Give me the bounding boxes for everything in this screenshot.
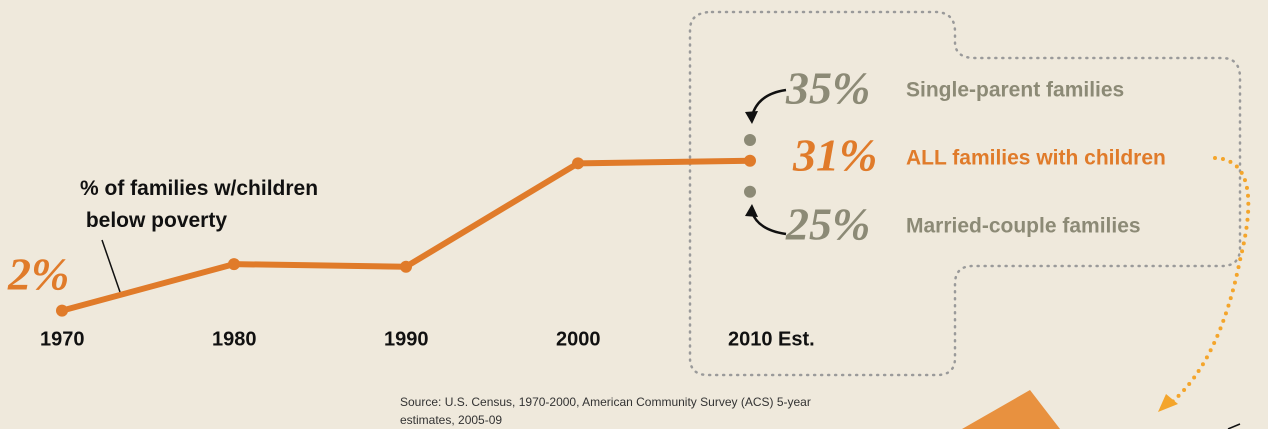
x-tick-label: 1970: [40, 328, 85, 350]
dotted-arrow-head: [1158, 394, 1178, 412]
value-label: 25%: [785, 198, 870, 249]
point: [56, 304, 68, 317]
leader-line: [101, 239, 121, 293]
total-label: ALL families with children: [906, 146, 1166, 169]
source: estimates, 2005-09: [400, 413, 502, 427]
x-tick-label: 1980: [212, 328, 257, 350]
series-label: % of families w/children below poverty: [80, 177, 318, 232]
breakdown-label: Single-parent families: [906, 79, 1124, 102]
x-tick-label: 2000: [556, 328, 601, 350]
breakdown-point: [744, 134, 756, 147]
point: [572, 157, 584, 170]
value-label: 2%: [7, 249, 69, 300]
breakdown-label: Married-couple families: [906, 214, 1141, 237]
value-label: 31%: [792, 129, 877, 180]
decoration: [962, 390, 1060, 429]
point: [744, 154, 756, 167]
source: Source: U.S. Census, 1970-2000, American…: [400, 395, 811, 409]
value-label: 35%: [785, 63, 870, 114]
breakdown-point: [744, 185, 756, 198]
callout-frame: [688, 10, 1242, 377]
decoration: [1227, 423, 1241, 429]
x-tick-label: 1990: [384, 328, 429, 350]
point: [400, 260, 412, 273]
point: [228, 258, 240, 271]
arrow-down-head: [745, 204, 758, 217]
dotted-arrow: [1170, 156, 1251, 404]
arrow-up-head: [745, 111, 758, 124]
x-tick-label: 2010 Est.: [728, 328, 815, 350]
